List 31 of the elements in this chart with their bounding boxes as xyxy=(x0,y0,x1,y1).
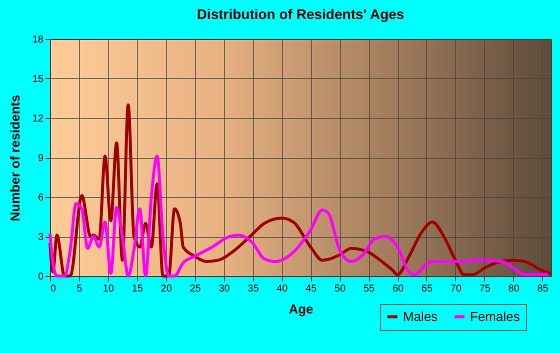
y-tick-label: 12 xyxy=(32,114,44,124)
y-tick-label: 0 xyxy=(38,272,44,282)
x-tick-label: 65 xyxy=(421,284,433,294)
x-tick-label: 80 xyxy=(508,284,520,294)
y-tick-label: 6 xyxy=(38,192,44,204)
x-tick-label: 50 xyxy=(334,284,346,294)
y-tick-label: 15 xyxy=(32,74,44,85)
x-tick-label: 40 xyxy=(276,284,288,294)
y-axis-title: Number of residents xyxy=(7,94,22,222)
x-tick-label: 75 xyxy=(479,284,491,294)
x-tick-label: 10 xyxy=(102,284,114,294)
x-tick-label: 20 xyxy=(160,284,172,294)
x-tick-label: 0 xyxy=(50,284,56,294)
y-tick-label: 9 xyxy=(38,153,44,164)
x-tick-label: 60 xyxy=(392,284,404,294)
x-tick-label: 25 xyxy=(190,284,202,294)
line-series xyxy=(48,154,550,278)
legend-label: Males xyxy=(403,308,438,324)
x-tick-label: 55 xyxy=(363,284,376,294)
y-tick-label: 3 xyxy=(38,232,44,243)
y-tick-label: 18 xyxy=(32,34,44,46)
legend-label: Females xyxy=(470,308,520,324)
x-tick-label: 70 xyxy=(450,284,462,294)
x-tick-label: 15 xyxy=(132,284,144,294)
x-tick-label: 85 xyxy=(537,284,549,294)
x-tick-label: 5 xyxy=(76,284,83,294)
x-axis-title: Age xyxy=(288,302,314,316)
x-tick-label: 45 xyxy=(306,284,318,294)
x-tick-label: 30 xyxy=(218,284,230,294)
x-tick-label: 35 xyxy=(248,284,260,294)
chart-title: Distribution of Residents' Ages xyxy=(196,6,404,22)
